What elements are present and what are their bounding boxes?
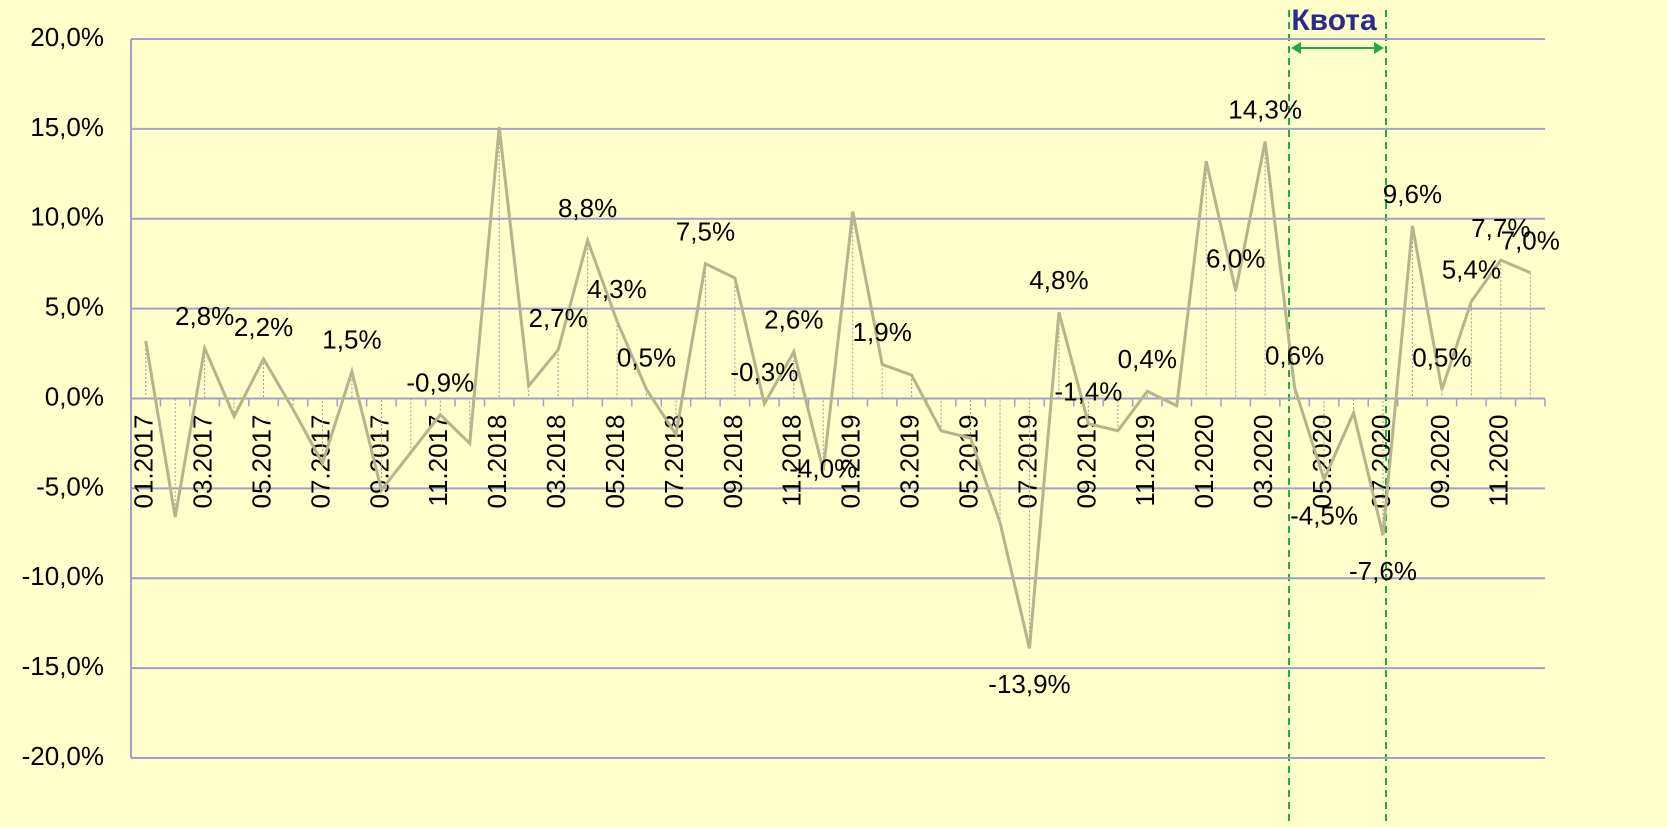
x-tick-label: 05.2018 (600, 415, 630, 509)
data-label: 2,6% (764, 305, 823, 335)
data-label: -4,5% (1290, 500, 1358, 530)
data-label: -7,6% (1349, 556, 1417, 586)
data-label: 0,5% (1412, 342, 1471, 372)
x-tick-label: 01.2018 (482, 414, 512, 508)
y-tick-label: 0,0% (45, 381, 104, 411)
data-label: 4,8% (1029, 265, 1088, 295)
data-label: 2,2% (234, 312, 293, 342)
x-tick-label: 01.2017 (129, 415, 159, 509)
y-tick-label: -15,0% (22, 651, 104, 681)
y-tick-label: -10,0% (22, 561, 104, 591)
y-tick-label: -20,0% (22, 741, 104, 771)
data-label: 1,5% (322, 324, 381, 354)
y-tick-label: 10,0% (30, 202, 104, 232)
annotation: Квота (1291, 4, 1377, 37)
x-tick-label: 03.2020 (1248, 415, 1278, 509)
data-label: 1,9% (853, 317, 912, 347)
data-label: 0,6% (1265, 341, 1324, 371)
data-label: 14,3% (1228, 94, 1302, 124)
x-tick-label: 03.2018 (541, 415, 571, 509)
x-tick-label: 09.2017 (364, 415, 394, 509)
data-label: 4,3% (587, 274, 646, 304)
data-label: 7,0% (1501, 226, 1560, 256)
data-label: -13,9% (988, 669, 1070, 699)
x-tick-label: 09.2020 (1425, 415, 1455, 509)
data-label: 8,8% (558, 193, 617, 223)
data-label: 2,8% (175, 301, 234, 331)
x-tick-label: 11.2019 (1130, 415, 1160, 507)
data-label: 0,5% (617, 342, 676, 372)
y-tick-label: 5,0% (45, 292, 104, 322)
x-tick-label: 05.2017 (246, 415, 276, 509)
x-tick-label: 11.2018 (777, 415, 807, 507)
x-tick-label: 11.2017 (423, 415, 453, 507)
x-tick-label: 07.2019 (1012, 415, 1042, 509)
data-label: -0,3% (730, 357, 798, 387)
y-tick-label: -5,0% (36, 471, 104, 501)
quota-arrowheads (1291, 42, 1384, 54)
x-tick-label: 01.2020 (1189, 415, 1219, 509)
x-tick-label: 03.2019 (895, 415, 925, 509)
x-tick-label: 01.2019 (836, 415, 866, 509)
x-tick-label: 09.2019 (1071, 415, 1101, 509)
data-label: 6,0% (1206, 244, 1265, 274)
data-label: 2,7% (529, 303, 588, 333)
data-label: 7,7% (1471, 213, 1530, 243)
data-label: 7,5% (676, 217, 735, 247)
y-tick-label: 20,0% (30, 22, 104, 52)
y-tick-label: 15,0% (30, 112, 104, 142)
x-tick-label: 11.2020 (1484, 415, 1514, 507)
data-label: -1,4% (1054, 377, 1122, 407)
x-tick-label: 03.2017 (188, 415, 218, 509)
data-label: 5,4% (1442, 254, 1501, 284)
x-tick-label: 09.2018 (718, 415, 748, 509)
line (144, 126, 1531, 649)
data-label: 0,4% (1118, 344, 1177, 374)
data-label: 9,6% (1383, 179, 1442, 209)
data-label: -0,9% (406, 368, 474, 398)
data-label: -4,0% (789, 453, 857, 483)
